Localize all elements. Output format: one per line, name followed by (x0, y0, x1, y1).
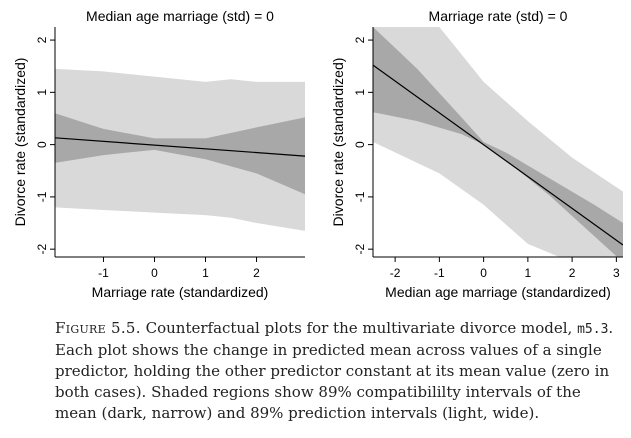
x-tick-label: -2 (390, 266, 401, 280)
plot-area (55, 68, 305, 231)
x-tick-label: 0 (151, 266, 158, 280)
y-tick-label: 1 (35, 89, 49, 96)
x-tick-label: -1 (434, 266, 445, 280)
x-tick-label: 1 (525, 266, 532, 280)
y-tick-label: 1 (353, 89, 367, 96)
y-axis-label: Divorce rate (standardized) (12, 58, 28, 227)
x-axis-label: Median age marriage (standardized) (385, 284, 611, 300)
y-tick-label: -2 (35, 243, 49, 254)
y-tick-label: 0 (35, 141, 49, 148)
counterfactual-figure: -1 0 1 2 -2 -1 0 1 2 Median age marriage (std) = … (12, 8, 623, 300)
figure-caption: Figure 5.5. Counterfactual plots for the… (55, 318, 621, 424)
y-tick-label: 2 (353, 36, 367, 43)
x-tick-label: 2 (569, 266, 576, 280)
x-axis-label: Marriage rate (standardized) (92, 284, 269, 300)
caption-text-after: . Each plot shows the change in predicte… (55, 319, 614, 422)
x-tick-label: 2 (253, 266, 260, 280)
y-tick-label: -2 (353, 243, 367, 254)
mean-line (373, 64, 623, 246)
y-axis-label: Divorce rate (standardized) (330, 58, 346, 227)
panel-2: -2 -1 0 1 2 3 -2 -1 0 1 2 Marriage rate (std) = 0 Me… (330, 8, 623, 300)
x-tick-label: 3 (613, 266, 620, 280)
plot-area (373, 27, 623, 257)
caption-text-before: Counterfactual plots for the multivariat… (145, 319, 573, 337)
x-tick-label: -1 (98, 266, 109, 280)
y-tick-label: 2 (35, 36, 49, 43)
panel-title: Median age marriage (std) = 0 (86, 8, 274, 24)
compatibility-interval-band (55, 113, 305, 195)
y-tick-label: -1 (353, 191, 367, 202)
panel-title: Marriage rate (std) = 0 (429, 8, 568, 24)
caption-code: m5.3 (577, 322, 609, 337)
figure-label: Figure 5.5. (55, 319, 141, 337)
x-tick-label: 1 (202, 266, 209, 280)
x-tick-label: 0 (480, 266, 487, 280)
panel-1: -1 0 1 2 -2 -1 0 1 2 Median age marriage (std) = … (12, 8, 305, 300)
y-tick-label: -1 (35, 191, 49, 202)
y-tick-label: 0 (353, 141, 367, 148)
mean-line (55, 137, 305, 157)
